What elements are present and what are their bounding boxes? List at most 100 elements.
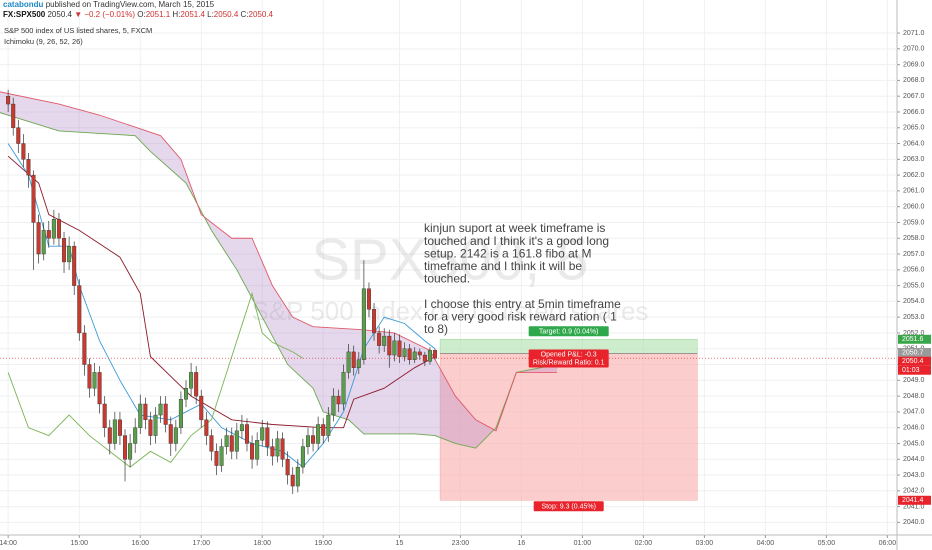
x-tick-label: 16:00	[132, 540, 150, 547]
candle-body	[341, 372, 346, 405]
y-tick-label: 2067.0	[903, 93, 925, 100]
y-tick-label: 2055.0	[903, 282, 925, 289]
stop-zone	[439, 353, 698, 501]
candle-body	[41, 230, 46, 255]
price-label: 2050.7	[902, 349, 924, 356]
candle-body	[173, 427, 178, 444]
o: 2051.1	[145, 10, 171, 19]
o-label: O:	[137, 10, 146, 19]
candle-body	[387, 335, 392, 356]
candle-body	[11, 103, 16, 128]
candle-body	[51, 219, 56, 239]
candle-body	[138, 403, 143, 428]
candle-body	[153, 414, 158, 436]
x-tick-label: 05:00	[818, 540, 836, 547]
candle-body	[26, 159, 31, 176]
candle-body	[326, 414, 331, 436]
candle-body	[128, 443, 133, 460]
symbol: FX:SPX500	[3, 10, 46, 19]
target-label-box	[528, 326, 609, 337]
candle-body	[148, 419, 153, 436]
candle-body	[36, 222, 41, 255]
candle-body	[189, 372, 194, 389]
candle-body	[361, 288, 366, 360]
quote-line: FX:SPX500 2050.4 ▼ −0.2 (−0.01%) O:2051.…	[3, 10, 273, 20]
x-tick-label: 03:00	[696, 540, 714, 547]
y-tick-label: 2046.0	[903, 425, 925, 432]
stop-label-box	[533, 501, 604, 512]
x-tick-label: 15:00	[71, 540, 89, 547]
x-tick-label: 23:00	[452, 540, 470, 547]
subtitle: S&P 500 index of US listed shares, 5, FX…	[4, 26, 152, 35]
y-tick-label: 2070.0	[903, 46, 925, 53]
l-label: L:	[207, 10, 214, 19]
h: 2051.4	[180, 10, 205, 19]
last: 2050.4	[47, 10, 72, 19]
candle-body	[107, 427, 112, 444]
candle-body	[117, 419, 122, 436]
y-tick-label: 2053.0	[903, 314, 925, 321]
x-tick-label: 01:00	[574, 540, 592, 547]
x-tick-label: 14:00	[0, 540, 17, 547]
candle-body	[321, 424, 326, 436]
candle-body	[331, 395, 336, 416]
candle-body	[163, 403, 168, 425]
candle-body	[112, 419, 117, 444]
candle-body	[372, 309, 377, 334]
candle-body	[87, 364, 92, 389]
candle-body	[143, 403, 148, 420]
ichimoku-line	[0, 91, 558, 432]
candle-body	[402, 348, 407, 357]
watermark-sub: S&P 500 index of US listed shares	[252, 296, 649, 326]
price-label: 2050.4	[902, 358, 924, 365]
price-label: 2051.6	[902, 336, 924, 343]
c-label: C:	[240, 10, 249, 19]
candle-body	[6, 95, 11, 105]
author: catabondu	[3, 0, 44, 9]
target-label: Target: 0.9 (0.04%)	[539, 329, 599, 336]
candle-body	[224, 435, 229, 447]
countdown-box	[898, 365, 931, 375]
y-tick-label: 2045.0	[903, 440, 925, 447]
y-tick-label: 2068.0	[903, 77, 925, 84]
y-tick-label: 2066.0	[903, 109, 925, 116]
candle-body	[265, 427, 270, 447]
candle-body	[209, 435, 214, 452]
candle-body	[72, 245, 77, 286]
y-tick-label: 2052.0	[903, 330, 925, 337]
candle-body	[346, 351, 351, 373]
y-tick-label: 2071.0	[903, 30, 925, 37]
annotation-line: to 8)	[424, 322, 448, 336]
x-tick-label: 16	[518, 540, 526, 547]
candle-body	[204, 419, 209, 436]
y-tick-label: 2048.0	[903, 393, 925, 400]
candle-body	[305, 435, 310, 447]
y-tick-label: 2065.0	[903, 125, 925, 132]
candle-body	[199, 395, 204, 420]
y-tick-label: 2054.0	[903, 298, 925, 305]
y-tick-label: 2041.0	[903, 503, 925, 510]
candle-body	[67, 245, 72, 263]
candle-body	[397, 340, 402, 357]
annotation-line: touched.	[424, 272, 470, 286]
candle-body	[102, 403, 107, 428]
candle-body	[311, 435, 316, 444]
candle-body	[123, 435, 128, 460]
y-tick-label: 2047.0	[903, 409, 925, 416]
ichimoku-line	[0, 112, 558, 449]
candle-body	[356, 359, 361, 368]
candle-body	[214, 451, 219, 466]
x-tick-label: 19:00	[314, 540, 332, 547]
stop-label: Stop: 9.3 (0.45%)	[541, 504, 595, 511]
published: published on TradingView.com, March 15, …	[45, 0, 215, 9]
candle-body	[168, 424, 173, 444]
candle-body	[280, 438, 285, 460]
price-label-box	[898, 495, 931, 505]
y-tick-label: 2042.0	[903, 488, 925, 495]
ichimoku-line	[7, 155, 436, 429]
candle-body	[275, 438, 280, 457]
y-tick-label: 2049.0	[903, 377, 925, 384]
candle-body	[194, 372, 199, 397]
